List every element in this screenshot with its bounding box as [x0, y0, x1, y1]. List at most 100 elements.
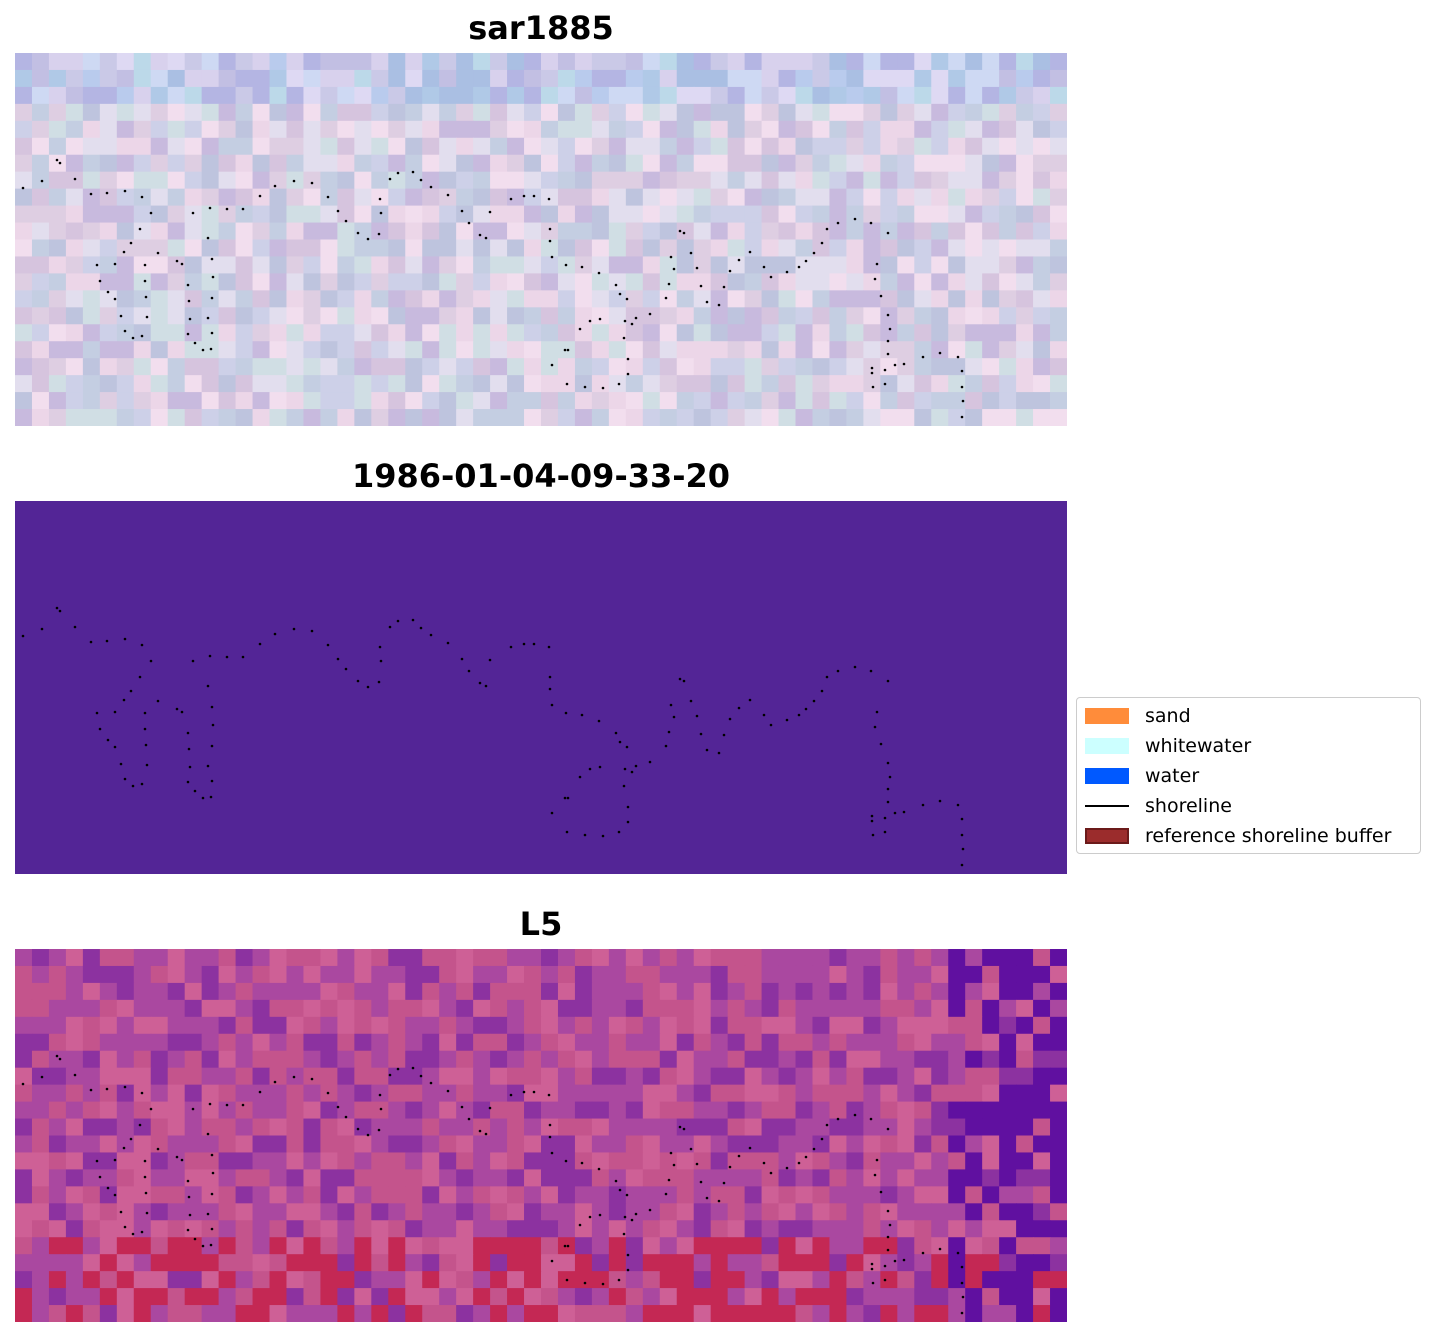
pixel	[863, 1050, 881, 1069]
pixel	[422, 1118, 440, 1137]
pixel	[693, 1254, 712, 1272]
pixel	[1033, 949, 1051, 967]
pixel	[48, 1305, 67, 1322]
pixel	[150, 1016, 169, 1035]
pixel	[863, 137, 881, 156]
shoreline-point	[210, 296, 214, 300]
pixel	[608, 53, 627, 71]
pixel	[676, 392, 695, 410]
pixel	[422, 1237, 440, 1255]
pixel	[439, 965, 457, 984]
pixel	[456, 1186, 474, 1204]
pixel	[931, 409, 949, 426]
pixel	[354, 1288, 372, 1306]
pixel	[422, 154, 440, 173]
pixel	[778, 86, 797, 105]
shoreline-point	[140, 643, 144, 647]
pixel	[574, 999, 593, 1018]
pixel	[557, 965, 576, 984]
legend-label-whitewater: whitewater	[1145, 735, 1252, 757]
pixel	[557, 1084, 576, 1103]
pixel	[982, 137, 1000, 156]
pixel	[184, 341, 203, 359]
pixel	[965, 1152, 983, 1170]
pixel	[982, 171, 1000, 190]
pixel	[303, 256, 322, 274]
shoreline-point	[564, 711, 568, 715]
pixel	[625, 999, 644, 1018]
pixel	[82, 290, 101, 308]
pixel	[897, 188, 915, 207]
shoreline-point	[40, 627, 44, 631]
pixel	[303, 982, 322, 1001]
pixel	[473, 999, 491, 1018]
shoreline-point	[119, 762, 123, 766]
pixel	[99, 375, 118, 393]
pixel	[931, 341, 949, 359]
pixel	[965, 1033, 983, 1052]
pixel	[303, 137, 322, 156]
pixel	[897, 1118, 915, 1137]
pixel	[201, 409, 220, 426]
pixel	[65, 69, 84, 88]
pixel	[795, 1271, 814, 1289]
shoreline-point	[344, 667, 348, 671]
pixel	[999, 86, 1017, 105]
pixel	[320, 375, 338, 393]
pixel	[337, 392, 355, 410]
shoreline-point	[565, 382, 569, 386]
pixel	[473, 239, 491, 258]
pixel	[184, 999, 203, 1018]
pixel	[880, 982, 898, 1001]
shoreline-point	[488, 1106, 492, 1110]
pixel	[863, 341, 881, 359]
pixel	[880, 69, 898, 88]
pixel	[507, 273, 525, 291]
legend-entry-whitewater: whitewater	[1085, 735, 1251, 757]
pixel	[235, 965, 254, 984]
shoreline-point	[55, 1054, 59, 1058]
shoreline-point	[883, 1264, 887, 1268]
pixel	[320, 1033, 338, 1052]
pixel	[218, 1016, 237, 1035]
pixel	[812, 409, 831, 426]
pixel	[574, 1050, 593, 1069]
shoreline-point	[522, 194, 526, 198]
shoreline-point	[888, 1223, 892, 1227]
pixel	[829, 1254, 848, 1272]
pixel	[710, 188, 729, 207]
pixel	[965, 256, 983, 274]
pixel	[184, 949, 203, 967]
shoreline-point	[123, 1085, 127, 1089]
pixel	[235, 256, 254, 274]
pixel	[659, 171, 678, 190]
pixel	[778, 1016, 797, 1035]
shoreline-point	[419, 1074, 423, 1078]
pixel	[371, 324, 389, 342]
pixel	[931, 1118, 949, 1137]
pixel	[82, 307, 101, 325]
pixel	[507, 1237, 525, 1255]
pixel	[337, 273, 355, 291]
pixel	[846, 1254, 864, 1272]
shoreline-point	[180, 262, 184, 266]
pixel	[659, 982, 678, 1001]
pixel	[133, 1305, 152, 1322]
pixel	[897, 103, 915, 122]
pixel	[439, 1271, 457, 1289]
pixel	[439, 205, 457, 224]
pixel	[116, 290, 135, 308]
pixel	[82, 1067, 101, 1086]
pixel	[490, 256, 508, 274]
pixel	[371, 171, 389, 190]
pixel	[931, 137, 949, 156]
pixel	[1033, 999, 1051, 1018]
pixel	[982, 392, 1000, 410]
pixel	[456, 171, 474, 190]
pixel	[608, 120, 627, 139]
pixel	[880, 239, 898, 258]
pixel	[744, 171, 763, 190]
shoreline-point	[737, 706, 741, 710]
pixel	[286, 1067, 305, 1086]
pixel	[116, 239, 135, 258]
